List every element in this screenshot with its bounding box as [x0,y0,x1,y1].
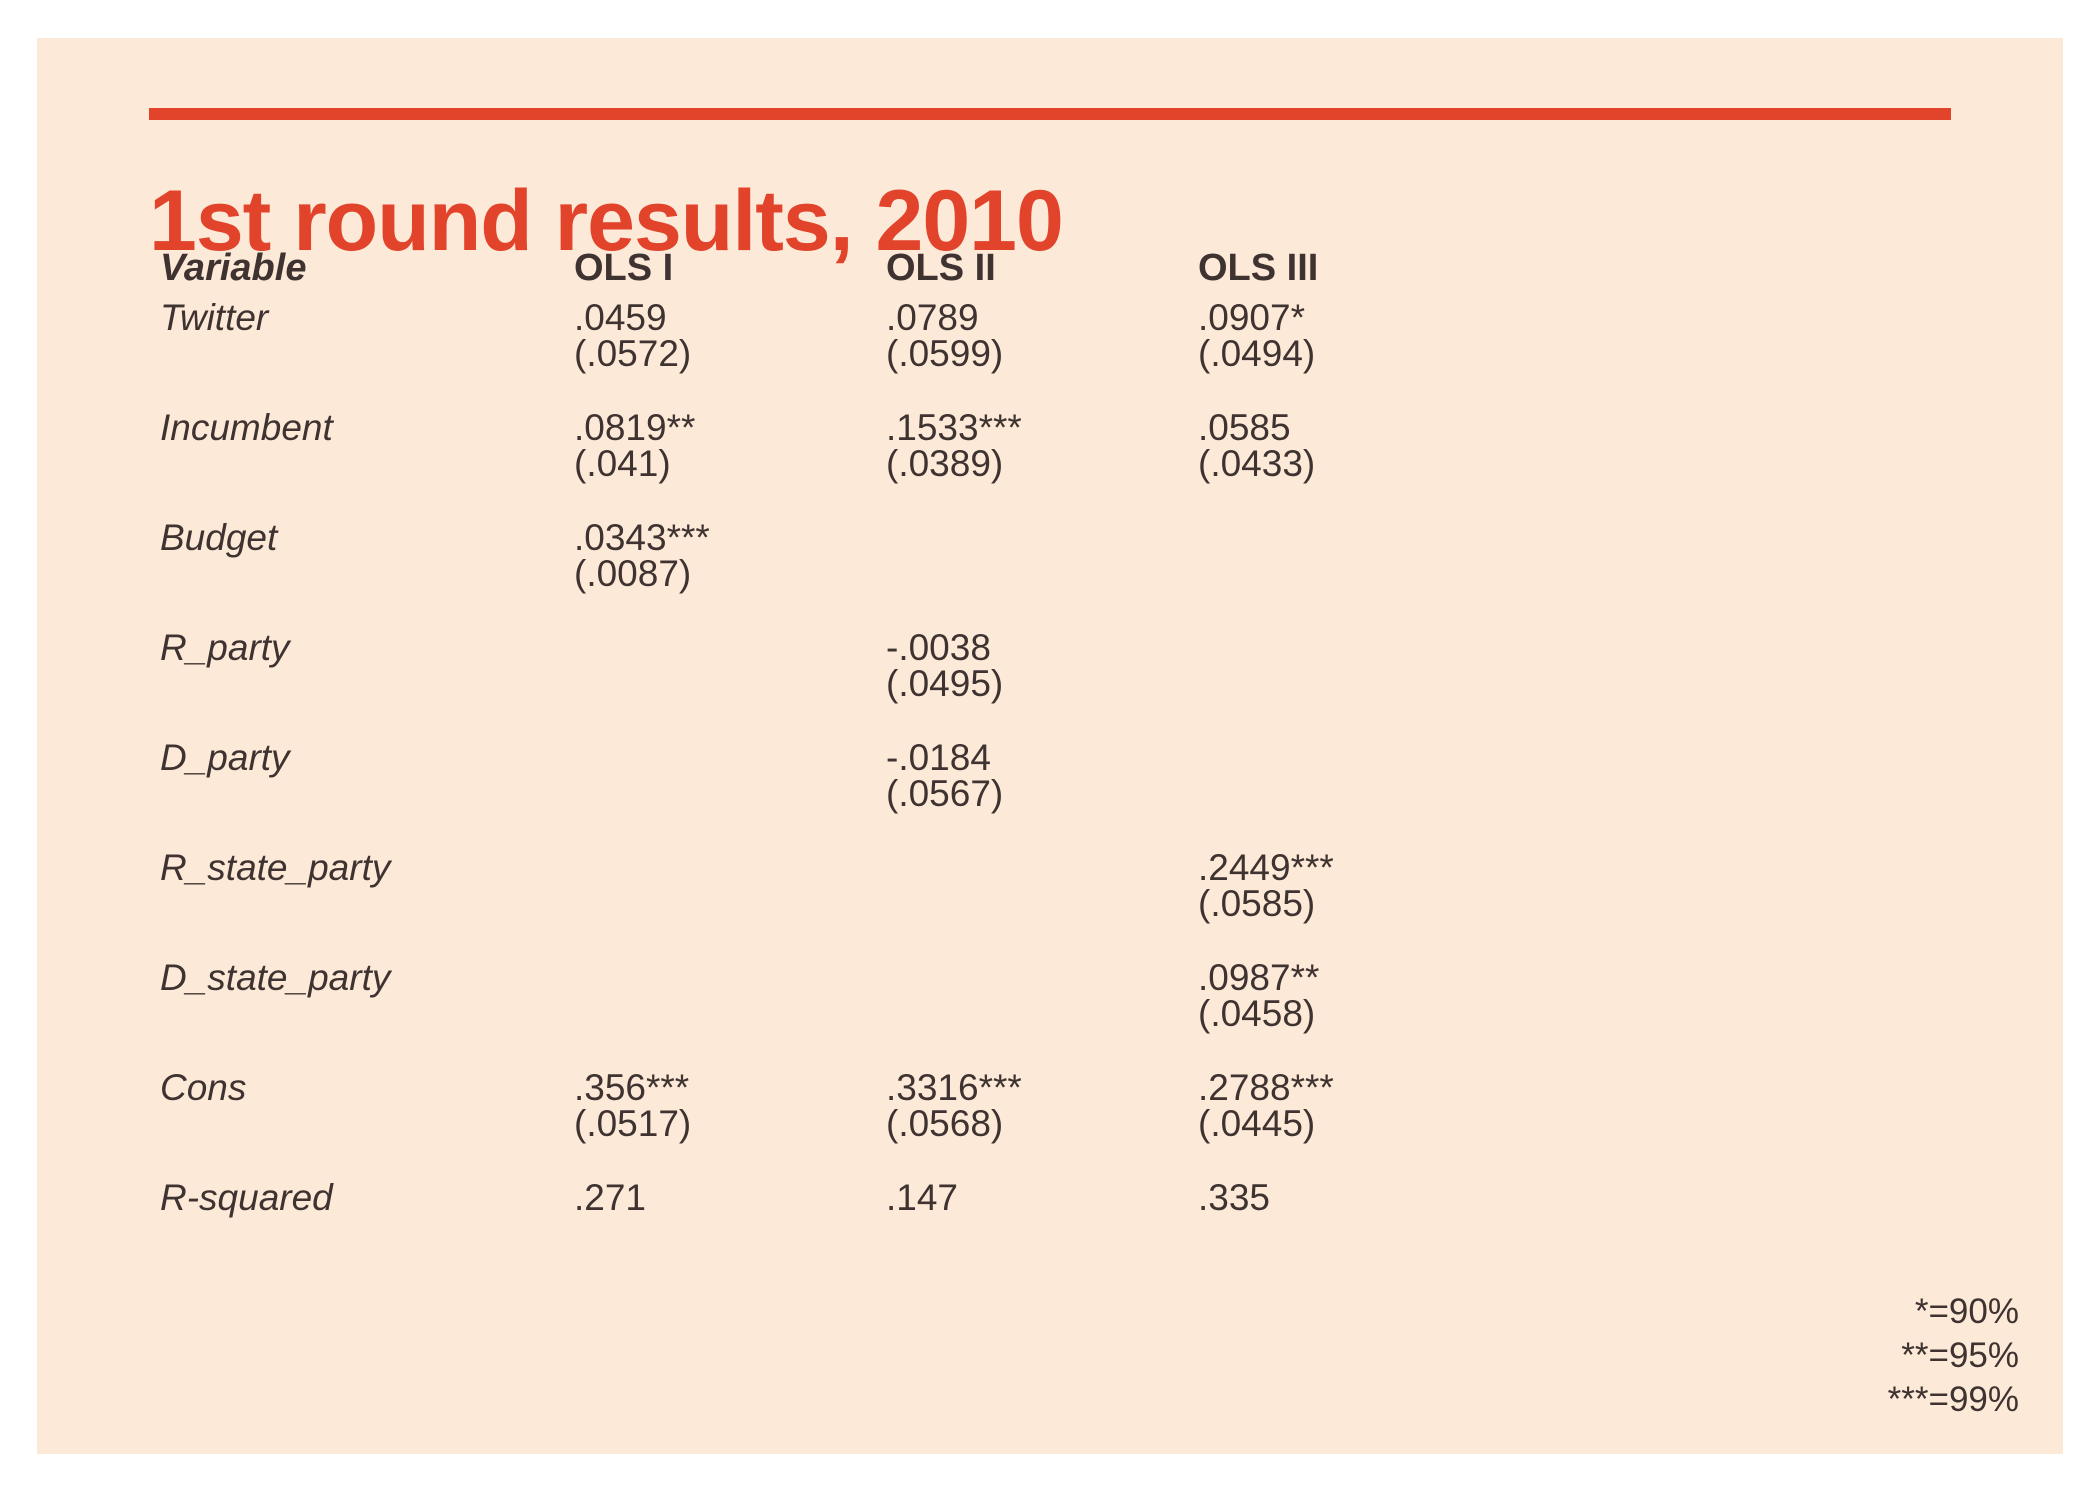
results-table: Variable OLS I OLS II OLS III Twitter .0459 (.… [37,38,2063,1454]
coefficient: .0789 [886,297,979,338]
table-cell: .0819** (.041) [574,407,696,484]
standard-error: (.041) [574,443,671,484]
top-rule [149,108,1951,120]
legend-item: *=90% [1914,1292,2019,1331]
coefficient: .1533*** [886,407,1022,448]
table-cell: .0343*** (.0087) [574,517,710,594]
table-cell: -.0184 (.0567) [886,737,1004,814]
coefficient: -.0038 [886,627,991,668]
standard-error: (.0567) [886,773,1004,814]
table-cell: .0789 (.0599) [886,297,1004,374]
table-cell: .1533*** (.0389) [886,407,1022,484]
table-cell: .0987** (.0458) [1198,957,1320,1034]
coefficient: -.0184 [886,737,991,778]
table-cell: .2449*** (.0585) [1198,847,1334,924]
standard-error: (.0445) [1198,1103,1316,1144]
standard-error: (.0495) [886,663,1004,704]
table-cell: .147 [886,1177,959,1218]
coefficient: .2788*** [1198,1067,1334,1108]
coefficient: .2449*** [1198,847,1334,888]
row-label: D_party [160,737,290,778]
standard-error: (.0087) [574,553,692,594]
table-cell: .271 [574,1177,647,1218]
coefficient: .335 [1198,1177,1271,1218]
results-card: 1st round results, 2010 Variable OLS I OLS… [37,38,2063,1454]
table-cell: -.0038 (.0495) [886,627,1004,704]
row-label: Twitter [160,297,269,338]
row-label: R_state_party [160,847,391,888]
standard-error: (.0389) [886,443,1004,484]
standard-error: (.0517) [574,1103,692,1144]
standard-error: (.0572) [574,333,692,374]
column-header-2: OLS II [886,247,996,289]
coefficient: .3316*** [886,1067,1022,1108]
column-header-variable: Variable [160,247,307,289]
column-header-1: OLS I [574,247,674,289]
standard-error: (.0585) [1198,883,1316,924]
table-cell: .335 [1198,1177,1271,1218]
table-cell: .0585 (.0433) [1198,407,1316,484]
row-label: Cons [160,1067,247,1108]
row-label: R-squared [160,1177,333,1218]
coefficient: .0585 [1198,407,1291,448]
table-cell: .3316*** (.0568) [886,1067,1022,1144]
significance-legend: *=90% **=95% ***=99% [1888,1290,2019,1422]
legend-item: **=95% [1901,1336,2019,1375]
column-header-3: OLS III [1198,247,1319,289]
coefficient: .0907* [1198,297,1305,338]
legend-item: ***=99% [1887,1380,2019,1419]
row-label: Incumbent [160,407,333,448]
page-title: 1st round results, 2010 [149,173,1064,269]
row-label: R_party [160,627,290,668]
standard-error: (.0433) [1198,443,1316,484]
standard-error: (.0494) [1198,333,1316,374]
table-cell: .0459 (.0572) [574,297,692,374]
coefficient: .271 [574,1177,647,1218]
standard-error: (.0568) [886,1103,1004,1144]
coefficient: .147 [886,1177,959,1218]
row-label: Budget [160,517,278,558]
table-cell: .356*** (.0517) [574,1067,692,1144]
coefficient: .0819** [574,407,696,448]
standard-error: (.0599) [886,333,1004,374]
table-cell: .0907* (.0494) [1198,297,1316,374]
coefficient: .0459 [574,297,667,338]
coefficient: .0987** [1198,957,1320,998]
coefficient: .0343*** [574,517,710,558]
table-cell: .2788*** (.0445) [1198,1067,1334,1144]
row-label: D_state_party [160,957,391,998]
coefficient: .356*** [574,1067,690,1108]
standard-error: (.0458) [1198,993,1316,1034]
